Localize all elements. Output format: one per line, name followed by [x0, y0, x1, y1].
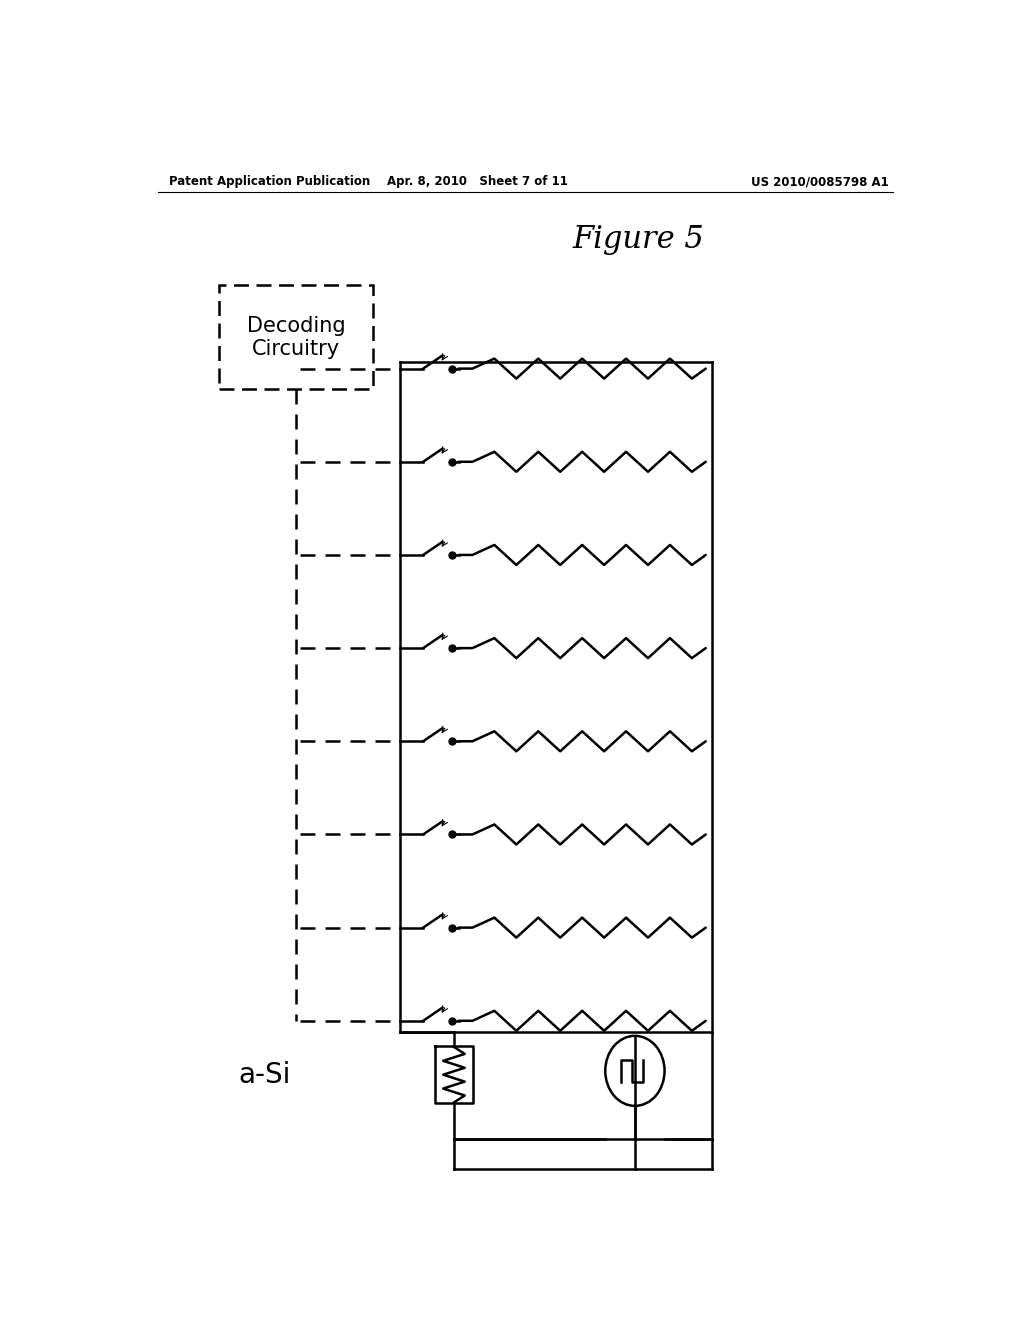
Text: a-Si: a-Si [239, 1061, 291, 1089]
Text: Apr. 8, 2010   Sheet 7 of 11: Apr. 8, 2010 Sheet 7 of 11 [387, 176, 567, 189]
Text: Patent Application Publication: Patent Application Publication [169, 176, 371, 189]
Text: Figure 5: Figure 5 [572, 224, 705, 255]
Text: Decoding
Circuitry: Decoding Circuitry [247, 315, 345, 359]
Text: US 2010/0085798 A1: US 2010/0085798 A1 [752, 176, 889, 189]
Bar [219, 285, 373, 389]
